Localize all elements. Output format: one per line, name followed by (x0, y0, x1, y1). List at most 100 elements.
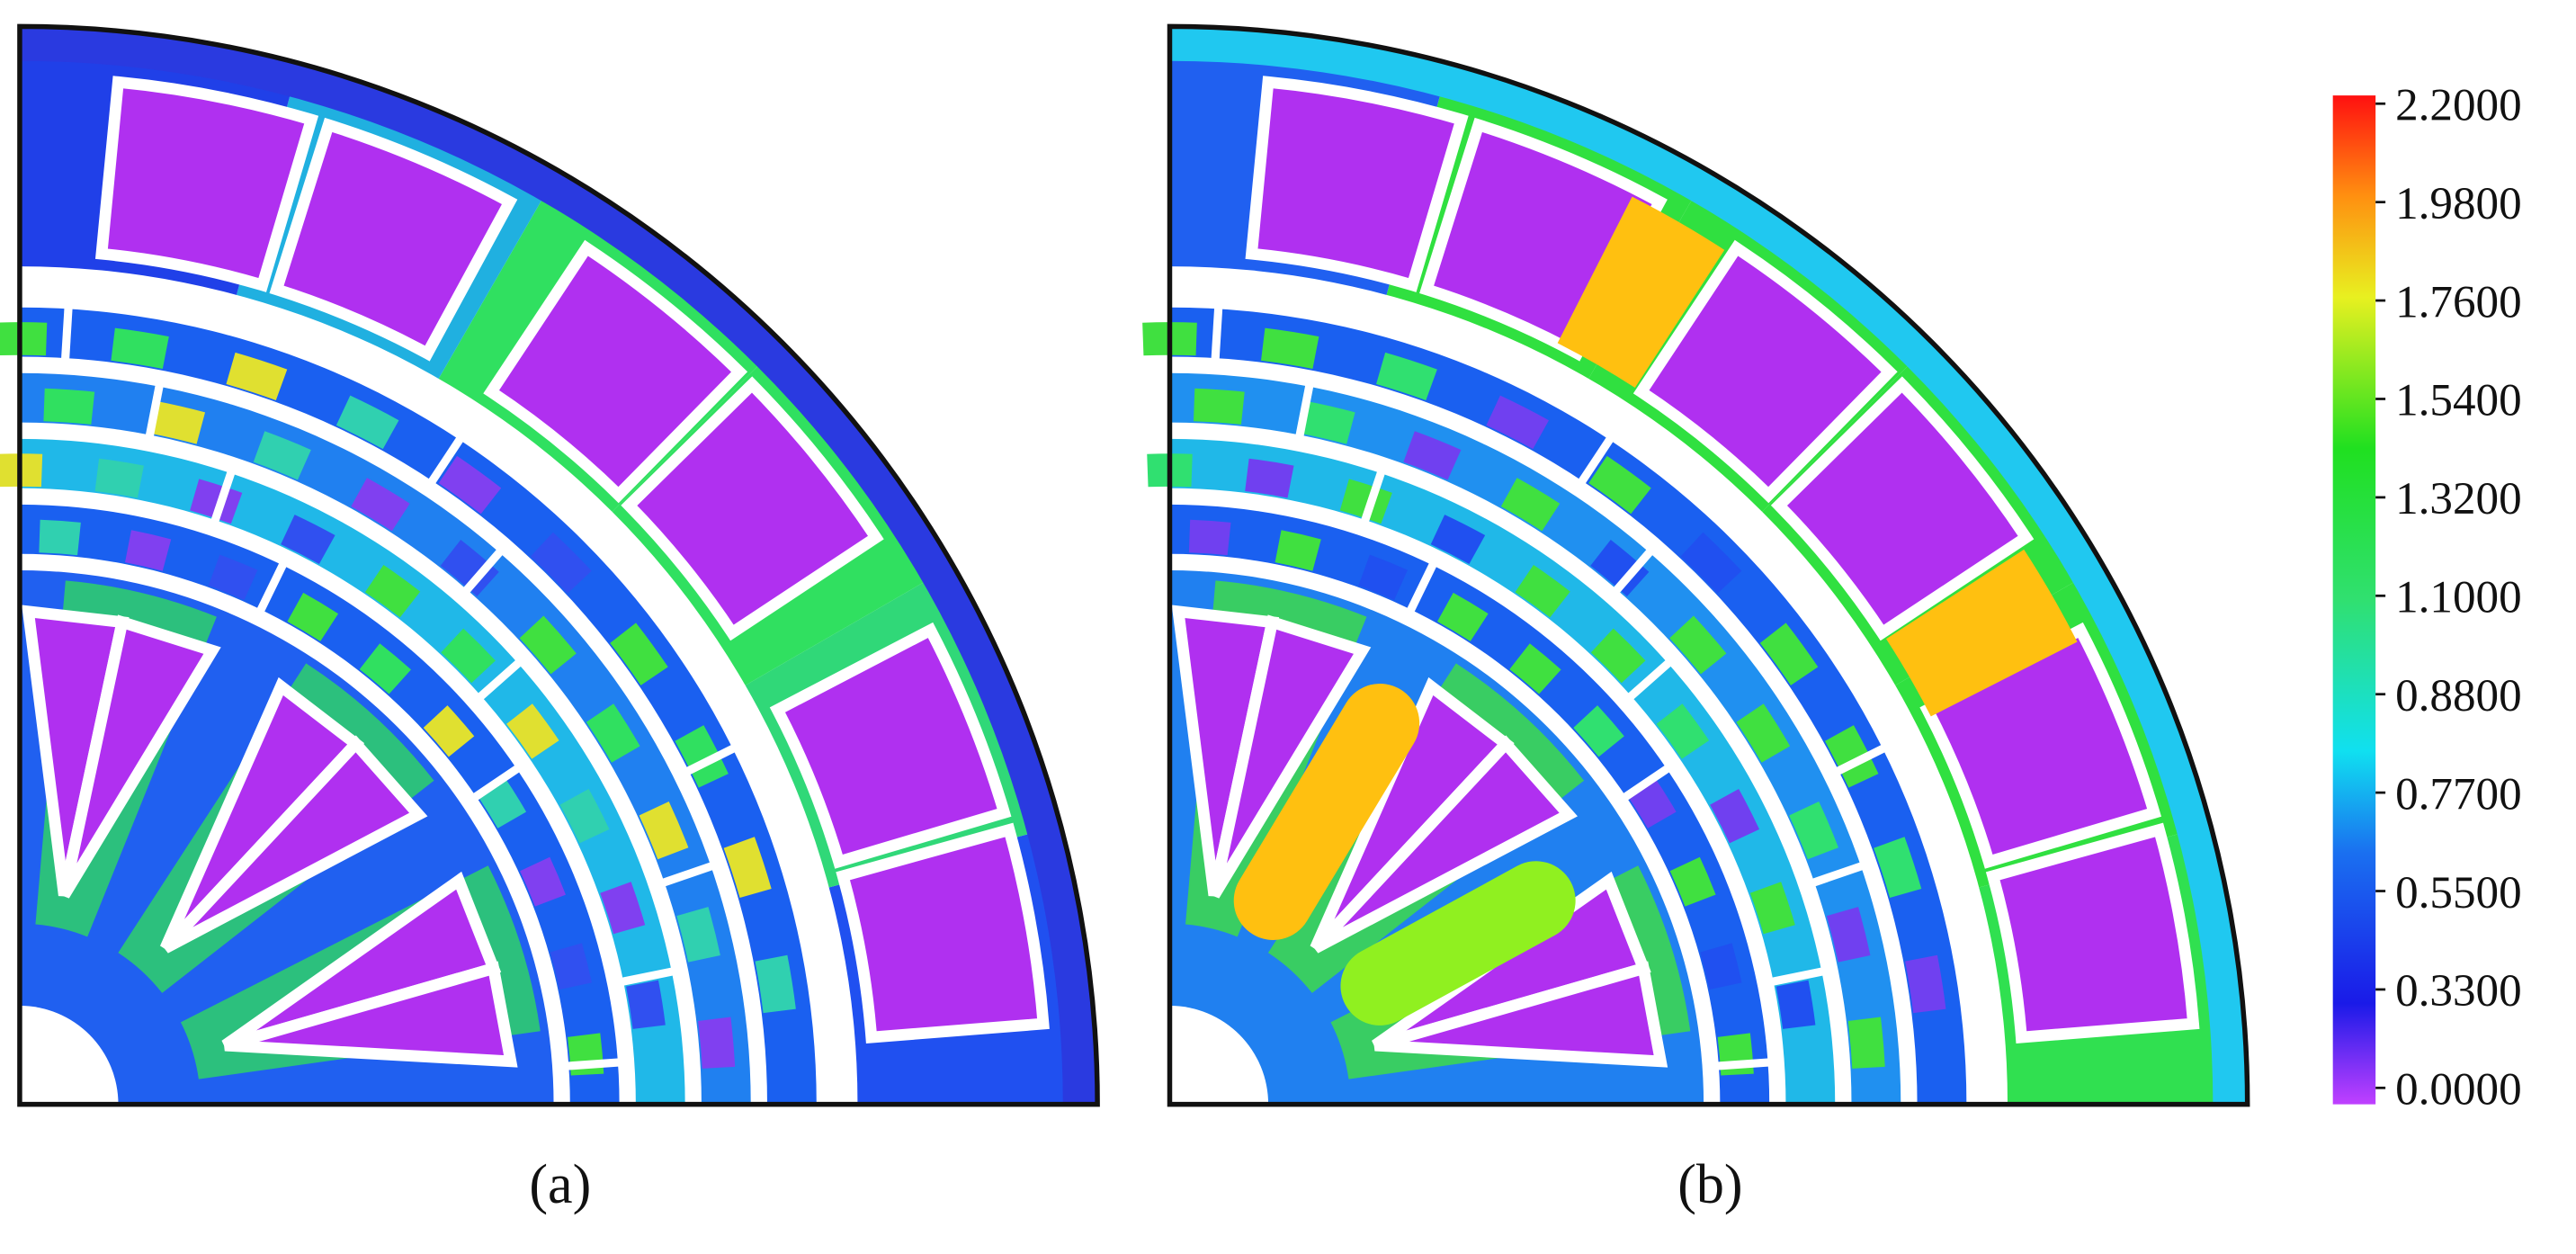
colorbar-ticks: 0.0000 0.3300 0.5500 0.7700 0.8800 1.1000 1.32… (2375, 80, 2522, 1115)
panel-label: (a) (529, 1154, 591, 1215)
outer-magnet (483, 239, 748, 504)
slit (1293, 377, 1315, 444)
ring-segment (698, 1017, 736, 1069)
ring-segment (1437, 592, 1489, 641)
colorbar-tick-label: 1.5400 (2395, 375, 2522, 426)
ring-segment (519, 615, 577, 675)
ring-segment (253, 431, 311, 480)
ring-segment (1403, 431, 1462, 480)
outer-magnet (269, 117, 518, 362)
slit (1608, 543, 1659, 599)
inner-magnet (161, 735, 428, 954)
ring-segment (610, 623, 668, 685)
ring-segment (600, 882, 646, 935)
ring-segment (281, 515, 335, 564)
ring-segment (43, 388, 95, 425)
ring-segment (1588, 455, 1651, 515)
ring-segment (438, 455, 502, 515)
outer-magnet (1632, 239, 1898, 504)
colorbar-tick-label: 0.3300 (2395, 965, 2522, 1017)
slit (614, 965, 681, 988)
ring-segment (1759, 623, 1819, 685)
ring-segment (1669, 856, 1716, 907)
slit (1211, 300, 1223, 367)
ring-segment (226, 352, 288, 400)
colorbar-tick-label: 0.0000 (2395, 1064, 2522, 1115)
ring-segment (1573, 705, 1624, 757)
ring-segment (1736, 703, 1791, 763)
ring-segment (1847, 1017, 1885, 1069)
ring-segment (1590, 628, 1646, 684)
ring-segment (639, 802, 689, 860)
ring-segment (1749, 882, 1795, 935)
shaft (19, 1006, 119, 1105)
ring-segment (1515, 564, 1570, 618)
inner-magnet (1373, 961, 1668, 1068)
slit (1805, 859, 1871, 890)
colorbar (2332, 95, 2376, 1105)
outer-magnet (1985, 822, 2200, 1044)
slit (60, 300, 74, 367)
rotor-ring (1169, 299, 1975, 1105)
ring-segment (1300, 400, 1355, 444)
ring-segment (335, 395, 399, 450)
slit (144, 377, 165, 444)
outer-magnet (769, 622, 1012, 869)
saturated-bridge (1886, 549, 2078, 717)
slit (209, 463, 237, 530)
slit (1616, 760, 1677, 805)
ring-segment (530, 532, 592, 594)
slit (679, 741, 742, 778)
slit (1829, 741, 1892, 778)
motor-section: (a) (0, 23, 1100, 1215)
colorbar-tick-label: 0.7700 (2395, 768, 2522, 820)
outer-magnet (94, 76, 319, 292)
outer-magnet (621, 376, 884, 641)
outline (1167, 23, 2250, 1107)
motor-section: (b) (1142, 23, 2250, 1215)
ring-segment (1500, 478, 1561, 532)
ring-segment (441, 628, 496, 684)
ring-segment (1656, 703, 1710, 759)
ring-segment (287, 592, 339, 641)
ring-segment (364, 564, 421, 618)
ring-segment (1789, 802, 1838, 860)
ring-segment (1194, 388, 1245, 425)
slit (655, 859, 720, 890)
outline (17, 23, 1100, 1107)
ring-segment (1680, 532, 1742, 594)
ring-segment (1905, 954, 1946, 1014)
colorbar-tick-label: 1.3200 (2395, 473, 2522, 524)
panels: (a) (b) (0, 23, 2250, 1215)
slit (1764, 965, 1831, 988)
outer-magnet (1770, 376, 2035, 641)
slit (1710, 1057, 1776, 1071)
slit (1622, 654, 1677, 705)
ring-segment (559, 788, 610, 844)
slit (1403, 556, 1440, 619)
ring-segment (675, 725, 729, 788)
colorbar-tick-label: 0.5500 (2395, 867, 2522, 918)
ring-segment (506, 703, 559, 759)
colorbar-tick-label: 1.7600 (2395, 276, 2522, 327)
inner-magnet (223, 961, 518, 1068)
ring-segment (1376, 352, 1437, 400)
colorbar-tick-label: 1.1000 (2395, 572, 2522, 623)
slit (472, 654, 527, 705)
colorbar-tick-label: 1.9800 (2395, 178, 2522, 229)
outer-magnet (836, 822, 1050, 1044)
colorbar-tick-label: 0.8800 (2395, 670, 2522, 721)
ring-segment (1245, 458, 1294, 498)
ring-segment (626, 980, 666, 1029)
slit (467, 760, 526, 805)
ring-segment (676, 907, 720, 963)
inner-magnet (58, 614, 221, 899)
ring-segment (586, 703, 640, 763)
shaft (1169, 1006, 1269, 1105)
ring-segment (1260, 327, 1319, 370)
ring-segment (520, 856, 566, 907)
slit (1574, 430, 1618, 490)
slit (254, 556, 291, 619)
slit (458, 543, 508, 599)
